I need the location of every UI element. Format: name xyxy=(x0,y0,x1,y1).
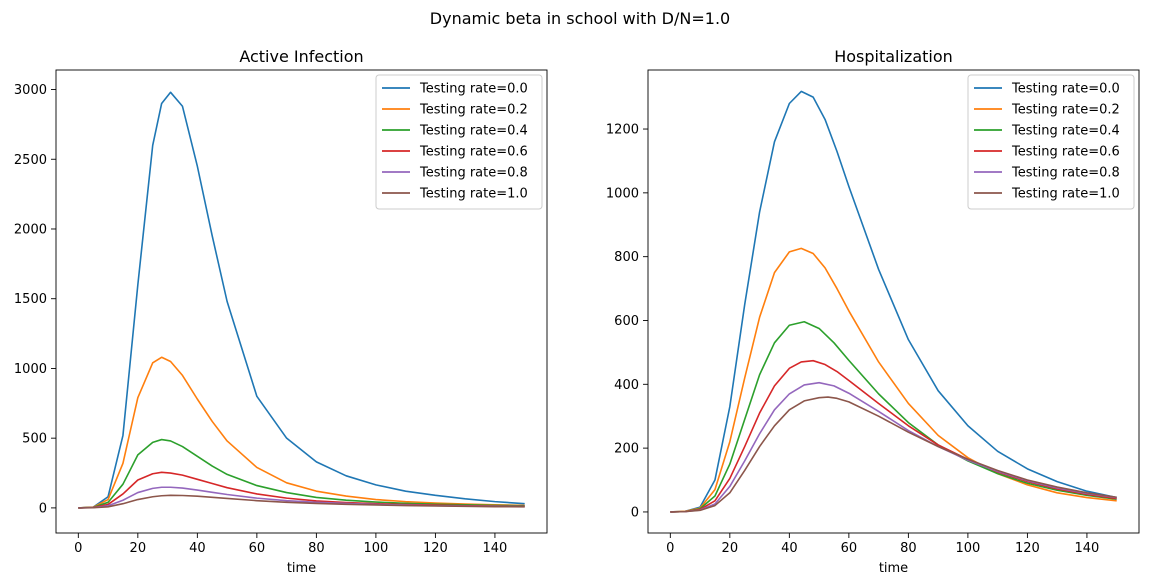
series-line-2 xyxy=(78,438,525,509)
x-tick-label: 40 xyxy=(189,541,206,556)
x-axis-label: time xyxy=(287,561,316,576)
x-tick-label: 0 xyxy=(666,541,674,556)
x-tick-label: 60 xyxy=(841,541,858,556)
legend: Testing rate=0.0 Testing rate=0.2 Testing … xyxy=(967,74,1135,210)
active-infection-panel: Active Infection 0 20 40 60 80 100 120 140 0 500 10… xyxy=(14,47,548,576)
series-line-1 xyxy=(78,356,525,509)
x-tick-label: 120 xyxy=(1015,541,1040,556)
legend-entry: Testing rate=0.8 xyxy=(419,166,528,181)
series-line-2 xyxy=(670,320,1117,513)
x-tick-label: 140 xyxy=(1075,541,1100,556)
x-tick-label: 80 xyxy=(308,541,325,556)
y-tick-label: 3000 xyxy=(14,83,47,98)
legend-entry: Testing rate=1.0 xyxy=(419,187,528,202)
panel-title: Active Infection xyxy=(239,47,363,66)
legend-box xyxy=(967,74,1135,210)
legend-entry: Testing rate=0.6 xyxy=(419,145,528,160)
legend-entry: Testing rate=0.4 xyxy=(1011,124,1120,139)
axes-frame xyxy=(647,69,1140,534)
y-tick-label: 1500 xyxy=(14,292,47,307)
x-tick-label: 60 xyxy=(249,541,266,556)
x-tick-label: 120 xyxy=(423,541,448,556)
y-tick-label: 1200 xyxy=(606,123,639,138)
series-line-5 xyxy=(670,396,1117,513)
legend: Testing rate=0.0 Testing rate=0.2 Testing … xyxy=(375,74,543,210)
y-tick-label: 600 xyxy=(614,314,639,329)
series-line-5 xyxy=(78,494,525,509)
y-tick-label: 400 xyxy=(614,378,639,393)
x-tick-label: 0 xyxy=(74,541,82,556)
y-tick-label: 1000 xyxy=(14,362,47,377)
legend-entry: Testing rate=0.0 xyxy=(1011,82,1120,97)
x-tick-label: 140 xyxy=(483,541,508,556)
y-tick-label: 800 xyxy=(614,250,639,265)
legend-entry: Testing rate=0.8 xyxy=(1011,166,1120,181)
x-tick-label: 40 xyxy=(781,541,798,556)
y-tick-label: 1000 xyxy=(606,186,639,201)
x-tick-label: 100 xyxy=(955,541,980,556)
panel-title: Hospitalization xyxy=(834,47,953,66)
y-tick-label: 500 xyxy=(22,432,47,447)
legend-entry: Testing rate=0.4 xyxy=(419,124,528,139)
series-line-0 xyxy=(670,90,1117,513)
series-line-4 xyxy=(670,381,1117,513)
legend-entry: Testing rate=0.2 xyxy=(419,103,528,118)
y-tick-label: 0 xyxy=(631,505,639,520)
x-axis-label: time xyxy=(879,561,908,576)
y-tick-label: 2500 xyxy=(14,153,47,168)
y-tick-label: 2000 xyxy=(14,222,47,237)
hospitalization-panel: Hospitalization 0 20 40 60 80 100 120 140 0 200 400… xyxy=(606,47,1140,576)
x-tick-label: 80 xyxy=(900,541,917,556)
legend-box xyxy=(375,74,543,210)
y-tick-label: 0 xyxy=(39,501,47,516)
legend-entry: Testing rate=0.2 xyxy=(1011,103,1120,118)
x-tick-label: 20 xyxy=(722,541,739,556)
legend-entry: Testing rate=1.0 xyxy=(1011,187,1120,202)
series-line-0 xyxy=(78,91,525,509)
legend-entry: Testing rate=0.0 xyxy=(419,82,528,97)
x-tick-label: 20 xyxy=(130,541,147,556)
x-tick-label: 100 xyxy=(363,541,388,556)
y-tick-label: 200 xyxy=(614,442,639,457)
legend-entry: Testing rate=0.6 xyxy=(1011,145,1120,160)
axes-frame xyxy=(55,69,548,534)
figure-suptitle: Dynamic beta in school with D/N=1.0 xyxy=(430,9,730,28)
